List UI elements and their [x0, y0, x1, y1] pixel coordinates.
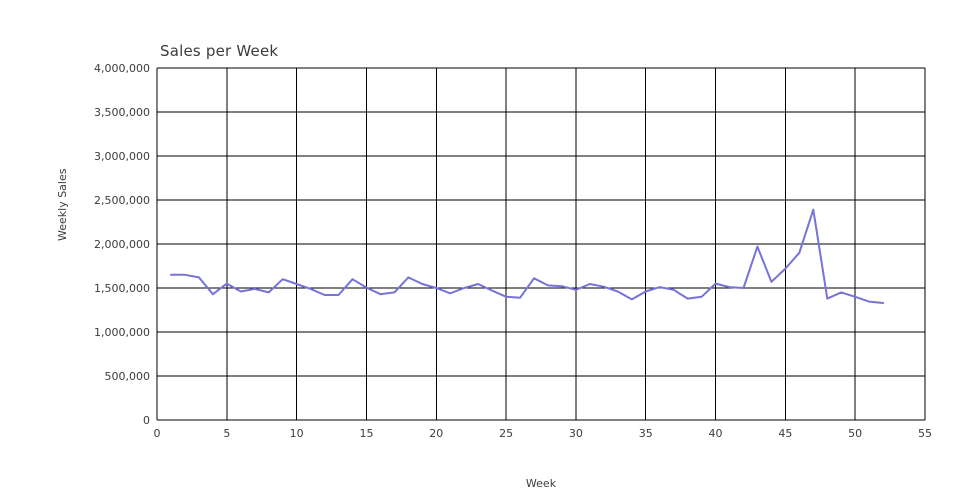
y-tick-label: 3,000,000: [94, 150, 150, 163]
x-tick-label: 0: [154, 427, 161, 440]
y-tick-label: 2,500,000: [94, 194, 150, 207]
x-tick-label: 45: [778, 427, 792, 440]
y-tick-label: 2,000,000: [94, 238, 150, 251]
x-tick-label: 40: [709, 427, 723, 440]
x-tick-label: 15: [359, 427, 373, 440]
x-tick-label: 50: [848, 427, 862, 440]
x-tick-label: 25: [499, 427, 513, 440]
x-tick-label: 35: [639, 427, 653, 440]
y-tick-label: 500,000: [105, 370, 151, 383]
y-tick-label: 4,000,000: [94, 62, 150, 75]
y-tick-label: 0: [143, 414, 150, 427]
x-tick-label: 10: [290, 427, 304, 440]
x-tick-label: 30: [569, 427, 583, 440]
series-line: [170, 208, 885, 304]
x-tick-label: 55: [918, 427, 932, 440]
x-tick-label: 5: [223, 427, 230, 440]
y-tick-label: 1,000,000: [94, 326, 150, 339]
x-axis-title: Week: [525, 477, 557, 490]
chart-title: Sales per Week: [160, 42, 279, 60]
y-tick-label: 3,500,000: [94, 106, 150, 119]
y-tick-label: 1,500,000: [94, 282, 150, 295]
x-tick-label: 20: [429, 427, 443, 440]
